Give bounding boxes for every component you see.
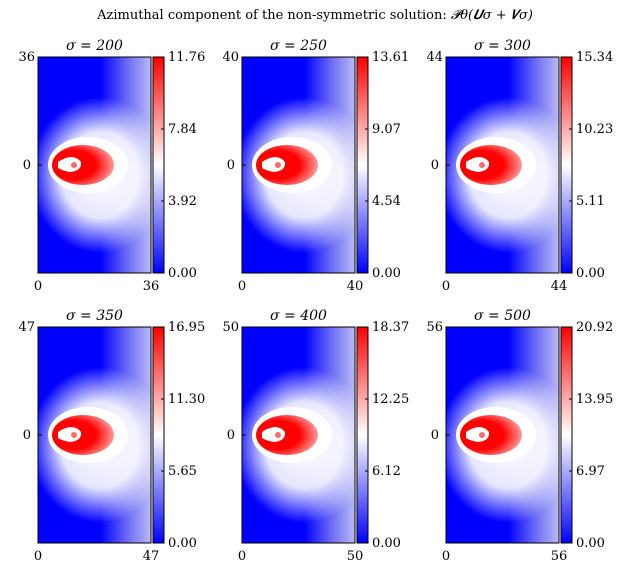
heatmap-notch — [262, 157, 286, 172]
y-tick-label-center: 0 — [431, 158, 439, 173]
x-tick-label-left: 0 — [238, 549, 246, 564]
colorbar-tick-label: 3.92 — [168, 194, 197, 209]
colorbar-tick-label: 0.00 — [576, 536, 605, 551]
colorbar-tick-label: 10.23 — [576, 122, 613, 137]
colorbar-tick-label: 7.84 — [168, 122, 197, 137]
heatmap-notch-center — [479, 162, 485, 168]
heatmap-notch — [466, 427, 490, 442]
x-tick-label-right: 40 — [347, 279, 364, 294]
y-tick-label-top: 56 — [426, 320, 443, 335]
y-tick-label-center: 0 — [227, 428, 235, 443]
colorbar — [356, 326, 369, 544]
heatmap-notch-center — [275, 432, 281, 438]
x-tick-label-right: 47 — [143, 549, 160, 564]
heatmap-notch — [58, 427, 82, 442]
colorbar-tick-label: 11.30 — [168, 392, 205, 407]
colorbar-tick-label: 20.92 — [576, 320, 613, 335]
colorbar-tick-label: 0.00 — [372, 266, 401, 281]
colorbar — [356, 56, 369, 274]
colorbar-tick-label: 16.95 — [168, 320, 205, 335]
x-tick-label-right: 36 — [143, 279, 160, 294]
colorbar-tick-label: 6.97 — [576, 464, 605, 479]
y-tick-label-center: 0 — [23, 158, 31, 173]
colorbar-tick-label: 5.65 — [168, 464, 197, 479]
heatmap-field — [38, 327, 151, 543]
heatmap-notch-center — [479, 432, 485, 438]
heatmap-field — [446, 327, 559, 543]
heatmap-panel-5: σ = 400 50 0 0 50 18.37 12.25 6.12 0.00 — [222, 308, 409, 564]
y-tick-label-top: 44 — [426, 50, 443, 65]
heatmap-red-core — [52, 145, 114, 185]
x-tick-label-left: 0 — [238, 279, 246, 294]
x-tick-label-left: 0 — [34, 279, 42, 294]
colorbar-tick-label: 13.61 — [372, 50, 409, 65]
heatmap-notch-center — [275, 162, 281, 168]
figure-title: Azimuthal component of the non-symmetric… — [96, 8, 533, 23]
heatmap-panel-6: σ = 500 56 0 0 56 20.92 13.95 6.97 0.00 — [426, 308, 613, 564]
x-tick-label-left: 0 — [442, 279, 450, 294]
colorbar-tick-label: 4.54 — [372, 194, 401, 209]
heatmap-field — [242, 327, 355, 543]
panel-title: σ = 500 — [474, 308, 531, 324]
y-tick-label-top: 36 — [18, 50, 35, 65]
x-tick-label-right: 44 — [551, 279, 568, 294]
colorbar-tick-label: 0.00 — [576, 266, 605, 281]
heatmap-field — [38, 57, 151, 273]
colorbar — [560, 326, 573, 544]
heatmap-notch — [262, 427, 286, 442]
colorbar-tick-label: 15.34 — [576, 50, 613, 65]
panel-title: σ = 200 — [66, 38, 123, 54]
heatmap-notch — [466, 157, 490, 172]
colorbar-tick-label: 9.07 — [372, 122, 401, 137]
colorbar — [152, 326, 165, 544]
colorbar-tick-label: 18.37 — [372, 320, 409, 335]
colorbar-tick-label: 12.25 — [372, 392, 409, 407]
colorbar — [152, 56, 165, 274]
colorbar-tick-label: 0.00 — [168, 266, 197, 281]
heatmap-panel-3: σ = 300 44 0 0 44 15.34 10.23 5.11 0.00 — [426, 38, 613, 294]
y-tick-label-center: 0 — [227, 158, 235, 173]
panel-title: σ = 250 — [270, 38, 327, 54]
figure-title-text: Azimuthal component of the non-symmetric… — [96, 8, 451, 23]
heatmap-panel-4: σ = 350 47 0 0 47 16.95 11.30 5.65 0.00 — [18, 308, 205, 564]
y-tick-label-top: 47 — [18, 320, 35, 335]
x-tick-label-right: 56 — [551, 549, 568, 564]
panel-title: σ = 350 — [66, 308, 123, 324]
heatmap-notch — [58, 157, 82, 172]
panel-title: σ = 400 — [270, 308, 327, 324]
heatmap-panel-2: σ = 250 40 0 0 40 13.61 9.07 4.54 0.00 — [222, 38, 409, 294]
colorbar-tick-label: 5.11 — [576, 194, 605, 209]
y-tick-label-top: 50 — [222, 320, 239, 335]
heatmap-red-core — [256, 415, 318, 455]
y-tick-label-center: 0 — [23, 428, 31, 443]
x-tick-label-left: 0 — [442, 549, 450, 564]
heatmap-panel-1: σ = 200 36 0 0 36 11.76 7.84 3.92 0.00 — [18, 38, 205, 294]
heatmap-field — [446, 57, 559, 273]
x-tick-label-left: 0 — [34, 549, 42, 564]
colorbar-tick-label: 0.00 — [372, 536, 401, 551]
heatmap-red-core — [460, 145, 522, 185]
y-tick-label-center: 0 — [431, 428, 439, 443]
heatmap-red-core — [52, 415, 114, 455]
heatmap-red-core — [460, 415, 522, 455]
heatmap-field — [242, 57, 355, 273]
y-tick-label-top: 40 — [222, 50, 239, 65]
colorbar-tick-label: 0.00 — [168, 536, 197, 551]
colorbar — [560, 56, 573, 274]
heatmap-red-core — [256, 145, 318, 185]
heatmap-notch-center — [71, 162, 77, 168]
panel-title: σ = 300 — [474, 38, 531, 54]
heatmap-notch-center — [71, 432, 77, 438]
heatmap-grid: σ = 200 36 0 0 36 11.76 7.84 3.92 0.00 σ = 250 40 0… — [18, 38, 613, 564]
figure-title-math: 𝓟θ(𝑼σ + 𝑽σ) — [451, 8, 533, 23]
colorbar-tick-label: 6.12 — [372, 464, 401, 479]
colorbar-tick-label: 11.76 — [168, 50, 205, 65]
colorbar-tick-label: 13.95 — [576, 392, 613, 407]
x-tick-label-right: 50 — [347, 549, 364, 564]
